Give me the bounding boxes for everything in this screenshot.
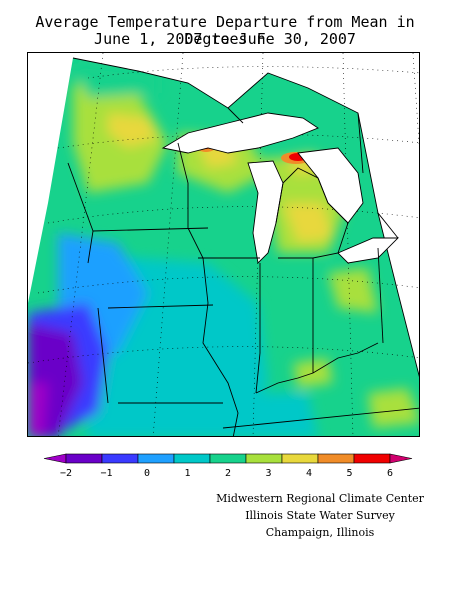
legend-tick-label: 4 xyxy=(306,468,312,479)
legend-tick-label: 3 xyxy=(265,468,271,479)
legend-under-arrow xyxy=(43,453,67,464)
map-title: Average Temperature Departure from Mean … xyxy=(35,13,415,48)
legend-tick-label: −2 xyxy=(60,468,72,479)
legend-swatch xyxy=(137,453,175,464)
legend-over-arrow xyxy=(389,453,413,464)
legend-swatch xyxy=(353,453,391,464)
legend-swatch xyxy=(65,453,103,464)
map-subtitle: June 1, 2007 to June 30, 2007 xyxy=(94,30,356,48)
legend-tick-label: 6 xyxy=(387,468,393,479)
state-boundaries xyxy=(67,57,419,436)
legend-tick-label: 5 xyxy=(346,468,352,479)
legend-swatch xyxy=(173,453,211,464)
legend-swatch xyxy=(281,453,319,464)
legend-tick-label: 0 xyxy=(144,468,150,479)
legend-tick-label: 2 xyxy=(225,468,231,479)
graticule-lines xyxy=(28,53,419,436)
legend-swatch xyxy=(209,453,247,464)
credit-location: Champaign, Illinois xyxy=(265,526,375,539)
legend-tick-label: 1 xyxy=(184,468,190,479)
map-panel xyxy=(27,52,420,437)
legend-swatch xyxy=(245,453,283,464)
temperature-departure-map xyxy=(28,53,419,436)
legend-tick-label: −1 xyxy=(100,468,112,479)
credit-organization: Midwestern Regional Climate Center xyxy=(216,492,424,505)
legend-swatch xyxy=(101,453,139,464)
color-legend-bar: −2 −1 0 1 2 3 4 5 6 xyxy=(43,453,413,479)
color-legend: −2 −1 0 1 2 3 4 5 6 xyxy=(0,446,450,486)
legend-swatch xyxy=(317,453,355,464)
credit-survey: Illinois State Water Survey xyxy=(245,509,395,522)
